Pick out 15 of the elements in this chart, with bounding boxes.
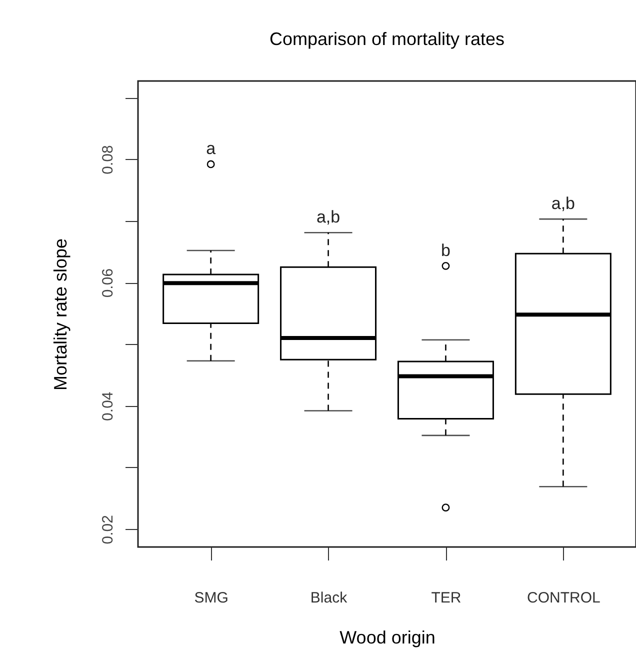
y-tick-label: 0.06 — [100, 268, 116, 298]
annotation: a,b — [316, 208, 340, 227]
y-tick-label: 0.02 — [100, 515, 116, 544]
y-tick-label: 0.04 — [100, 392, 116, 421]
x-tick-label: TER — [431, 590, 462, 606]
x-axis-title: Wood origin — [340, 628, 436, 648]
x-tick-label: Black — [310, 590, 348, 606]
annotation: a — [206, 139, 216, 158]
x-tick-label: SMG — [194, 590, 228, 606]
annotation: b — [440, 240, 450, 260]
y-tick-label: 0.08 — [100, 145, 116, 174]
x-tick-label: CONTROL — [527, 590, 600, 606]
y-axis-title: Mortality rate slope — [50, 238, 70, 391]
annotation: a,b — [551, 194, 575, 214]
chart-title: Comparison of mortality rates — [269, 29, 505, 49]
